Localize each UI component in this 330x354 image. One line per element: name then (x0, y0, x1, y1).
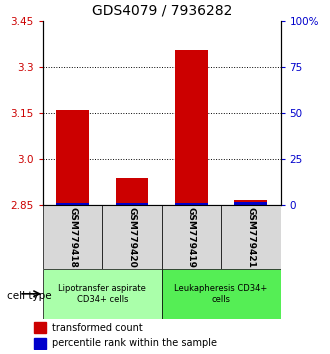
Text: cell type: cell type (7, 291, 51, 301)
Text: transformed count: transformed count (52, 322, 143, 332)
Bar (234, 202, 267, 205)
Bar (175, 202, 208, 205)
Bar (56, 110, 89, 205)
Text: percentile rank within the sample: percentile rank within the sample (52, 338, 217, 348)
Text: GSM779418: GSM779418 (68, 207, 77, 268)
Bar (221, 205, 280, 269)
Text: Lipotransfer aspirate
CD34+ cells: Lipotransfer aspirate CD34+ cells (58, 284, 146, 303)
Text: GSM779419: GSM779419 (187, 207, 196, 268)
Bar (102, 205, 162, 269)
Bar (34, 338, 46, 349)
Bar (43, 269, 162, 319)
Bar (56, 202, 89, 205)
Bar (162, 269, 280, 319)
Text: GSM779421: GSM779421 (246, 207, 255, 268)
Bar (175, 50, 208, 205)
Text: GSM779420: GSM779420 (127, 207, 137, 268)
Title: GDS4079 / 7936282: GDS4079 / 7936282 (91, 3, 232, 17)
Bar (162, 205, 221, 269)
Text: Leukapheresis CD34+
cells: Leukapheresis CD34+ cells (175, 284, 268, 303)
Bar (115, 178, 148, 205)
Bar (43, 205, 102, 269)
Bar (34, 322, 46, 333)
Bar (234, 200, 267, 205)
Bar (115, 202, 148, 205)
